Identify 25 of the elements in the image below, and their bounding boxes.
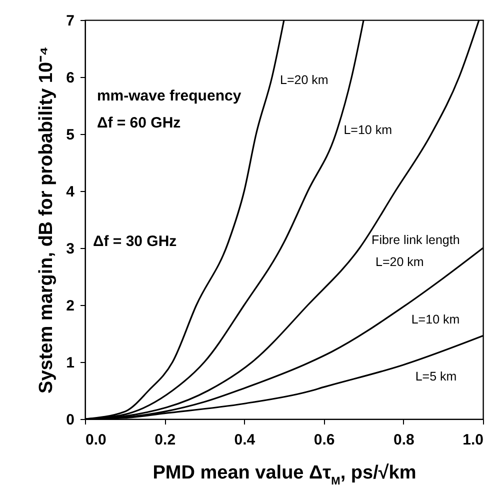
y-tick-label: 4 [66, 184, 76, 200]
annotation: L=20 km [376, 255, 424, 270]
x-tick-label: 0.0 [86, 432, 106, 448]
x-tick-label: 0.8 [393, 432, 414, 448]
x-tick-label: 0.6 [314, 432, 335, 448]
annotation: Δf = 30 GHz [92, 233, 177, 250]
y-axis-title: System margin, dB for probability 10⁻⁴ [36, 46, 58, 394]
x-tick-label: 0.4 [234, 432, 256, 448]
y-tick-label: 2 [66, 298, 74, 314]
y-tick-label: 5 [66, 126, 74, 144]
annotation: L=10 km [344, 123, 392, 138]
annotation: L=20 km [280, 72, 328, 87]
y-tick-label: 0 [66, 412, 74, 428]
x-tick-label: 1.0 [462, 432, 484, 448]
y-tick-label: 6 [66, 70, 74, 86]
annotation: Fibre link length [372, 232, 460, 247]
y-tick-label: 1 [66, 354, 74, 372]
y-tick-label: 7 [66, 12, 74, 30]
annotation: Δf = 60 GHz [96, 114, 181, 132]
x-axis-title: PMD mean value Δτ$_{M}$, ps/√km [152, 462, 416, 488]
annotation: L=10 km [411, 312, 460, 327]
annotation: L=5 km [415, 369, 457, 384]
x-tick-label: 0.2 [154, 432, 176, 448]
annotation: mm-wave frequency [96, 87, 242, 104]
y-tick-label: 3 [66, 240, 74, 258]
